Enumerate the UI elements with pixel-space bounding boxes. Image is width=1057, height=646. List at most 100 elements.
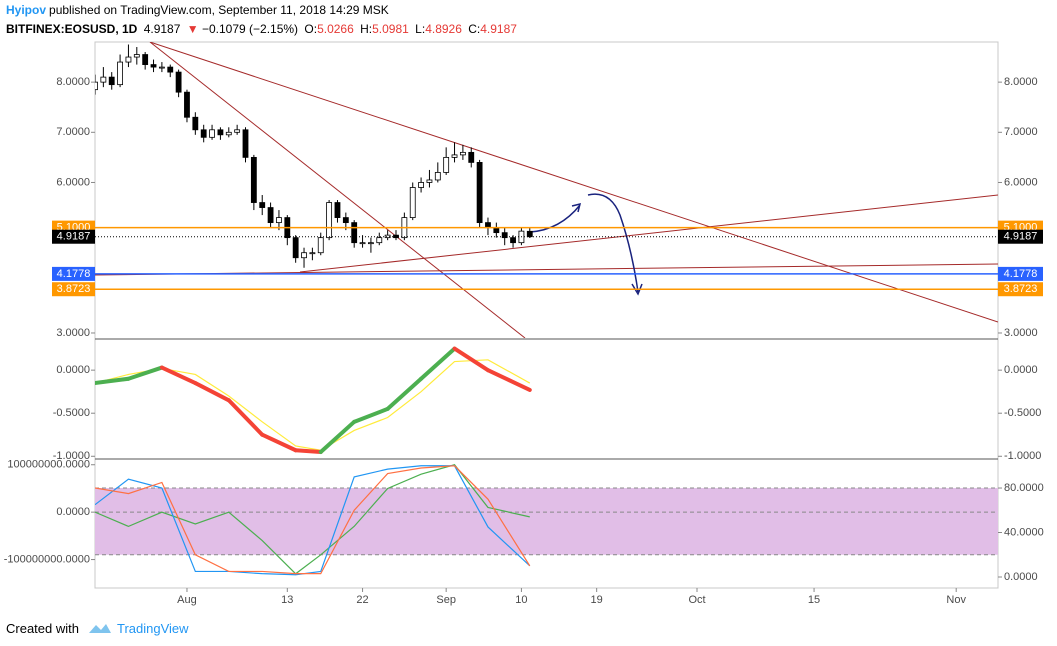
price-level-label: 4.9187: [1004, 231, 1038, 243]
candle-body: [501, 232, 508, 239]
y-tick-label: 3.0000: [56, 327, 90, 339]
candle-body: [485, 222, 491, 229]
candle-body: [250, 156, 257, 203]
price-level-box: [998, 266, 1043, 281]
line-segment: [419, 346, 457, 381]
candle-body: [267, 207, 274, 224]
candle-body: [217, 129, 224, 136]
candle-body: [476, 162, 483, 224]
line-segment: [485, 368, 532, 392]
line-segment: [226, 398, 265, 437]
line-segment: [193, 381, 231, 403]
candle-body: [368, 242, 374, 245]
y-tick-label: -1.0000: [1004, 450, 1041, 462]
candle-body: [276, 217, 282, 224]
price-level-box: [52, 282, 95, 297]
x-tick-label: 10: [515, 594, 527, 606]
x-tick-label: 22: [356, 594, 368, 606]
candle-body: [200, 129, 207, 138]
y-tick-label: 3.0000: [1004, 327, 1038, 339]
oscillator-panel: [95, 346, 532, 454]
footer: Created with TradingView: [6, 620, 189, 636]
x-tick-label: 13: [281, 594, 293, 606]
candle-body: [418, 182, 424, 188]
candle-body: [184, 91, 190, 118]
y-tick-label: 0.0000: [56, 506, 90, 518]
x-tick-label: Aug: [177, 594, 197, 606]
brand-logo: [88, 624, 111, 633]
y-tick-label: 7.0000: [56, 126, 90, 138]
line-segment: [293, 448, 323, 454]
x-tick-label: Sep: [436, 594, 456, 606]
y-tick-label: 6.0000: [1004, 176, 1038, 188]
price-panel: [95, 42, 998, 338]
candle-body: [259, 202, 266, 208]
published: published on TradingView.com, September …: [49, 3, 389, 17]
line-segment: [95, 376, 131, 386]
candle-body: [234, 129, 241, 133]
stochastic-panel: [95, 464, 998, 576]
candle-body: [426, 179, 433, 183]
candle-body: [309, 252, 316, 255]
price-level-box: [52, 266, 95, 281]
ohlc-label: L:: [415, 22, 426, 36]
candle-body: [342, 217, 349, 224]
candle-body: [351, 222, 358, 244]
projection-arrow: [529, 193, 643, 296]
candle-body: [108, 76, 115, 86]
candle-body: [376, 237, 383, 244]
ohlc-label: C:: [468, 22, 481, 36]
y-tick-label: 8.0000: [56, 76, 90, 88]
ohlc-value: 5.0266: [317, 22, 354, 36]
band: [95, 488, 998, 555]
y-tick-label: 0.0000: [1004, 364, 1038, 376]
x-tick-label: 19: [591, 594, 603, 606]
price-level-box: [998, 282, 1043, 297]
line-segment: [260, 432, 298, 453]
candle-body: [192, 116, 199, 131]
change: −0.1079 (−2.15%): [201, 22, 299, 36]
line-segment: [318, 419, 357, 454]
author[interactable]: Hyipov: [6, 3, 47, 17]
change-arrow: ▼: [186, 22, 199, 36]
y-tick-label: 0.0000: [56, 364, 90, 376]
ohlc-value: 4.8926: [425, 22, 462, 36]
price-level-box: [998, 229, 1043, 244]
candle-body: [451, 154, 458, 158]
candle-body: [175, 71, 182, 93]
header-line-1: Hyipov published on TradingView.com, Sept…: [6, 3, 392, 17]
candle-body: [384, 234, 391, 239]
footer-text: Created with: [6, 620, 79, 636]
ohlc-value: 4.9187: [480, 22, 517, 36]
candle-body: [158, 66, 165, 69]
y-tick-label: 8.0000: [1004, 76, 1038, 88]
candle-body: [359, 242, 366, 245]
candle-body: [334, 202, 341, 218]
candle-body: [292, 237, 299, 259]
candle-body: [242, 129, 249, 158]
last-price: 4.9187: [143, 22, 181, 36]
chart: 3.0000 3.0000 6.0000 6.0000 7.0000 7.0000 8.00…: [4, 41, 1044, 606]
y-tick-label: -1.0000: [53, 450, 90, 462]
ohlc-value: 5.0981: [372, 22, 409, 36]
candle-body: [510, 237, 516, 244]
x-tick-label: Oct: [688, 594, 705, 606]
candle-body: [150, 64, 157, 68]
candle-body: [326, 202, 333, 239]
candle-body: [125, 56, 132, 63]
price-level-label: 3.8723: [57, 283, 91, 295]
y-tick-label: -100000000.0000: [4, 553, 90, 565]
line-segment: [126, 365, 164, 381]
price-level-box: [52, 229, 95, 244]
y2-tick-label: 0.0000: [1004, 571, 1038, 583]
brand[interactable]: TradingView: [116, 620, 189, 636]
y-tick-label: -0.5000: [1004, 407, 1041, 419]
trend-line: [299, 194, 998, 273]
y2-tick-label: 40.0000: [1004, 526, 1044, 538]
candle-body: [225, 131, 232, 136]
candle-body: [434, 172, 441, 181]
candle-body: [95, 81, 98, 91]
y-tick-label: -0.5000: [53, 407, 90, 419]
candle-body: [443, 156, 450, 173]
